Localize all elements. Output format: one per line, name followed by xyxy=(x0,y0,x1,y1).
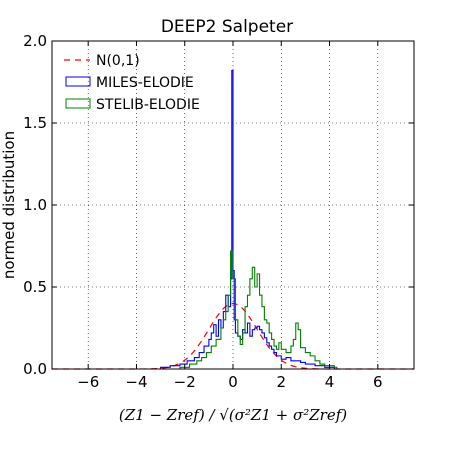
series-step-stelib xyxy=(179,250,338,369)
y-tick-label: 1.0 xyxy=(23,196,47,214)
x-axis-label: (Z1 − Zref) / √(σ²Z1 + σ²Zref) xyxy=(119,406,347,424)
chart-title: DEEP2 Salpeter xyxy=(161,17,293,37)
y-axis-label: normed distribution xyxy=(0,131,18,279)
x-tick-label: −2 xyxy=(174,373,196,391)
legend-entry-stelib: STELIB-ELODIE xyxy=(65,97,200,113)
x-tick-label: 4 xyxy=(325,373,335,391)
legend: N(0,1) MILES-ELODIE STELIB-ELODIE xyxy=(64,53,200,113)
legend-entry-normal: N(0,1) xyxy=(64,53,140,69)
x-tick-label: 0 xyxy=(228,373,238,391)
legend-label-stelib: STELIB-ELODIE xyxy=(96,97,200,113)
x-tick-label: 2 xyxy=(276,373,286,391)
legend-entry-miles: MILES-ELODIE xyxy=(65,75,194,91)
x-tick-label: −4 xyxy=(125,373,147,391)
y-tick-label: 0.5 xyxy=(23,278,47,296)
y-tick-label: 0.0 xyxy=(23,360,47,378)
legend-label-normal: N(0,1) xyxy=(96,53,140,69)
legend-patch-miles xyxy=(65,76,91,87)
x-tick-label: 6 xyxy=(373,373,383,391)
x-tick-label: −6 xyxy=(77,373,99,391)
series-step-miles xyxy=(160,69,337,370)
y-tick-label: 1.5 xyxy=(23,114,47,132)
legend-patch-stelib xyxy=(65,98,91,109)
y-tick-label: 2.0 xyxy=(23,32,47,50)
ticks: −6 −4 −2 0 2 4 6 0.0 0.5 1.0 1.5 2.0 xyxy=(23,32,414,391)
legend-label-miles: MILES-ELODIE xyxy=(96,75,194,91)
